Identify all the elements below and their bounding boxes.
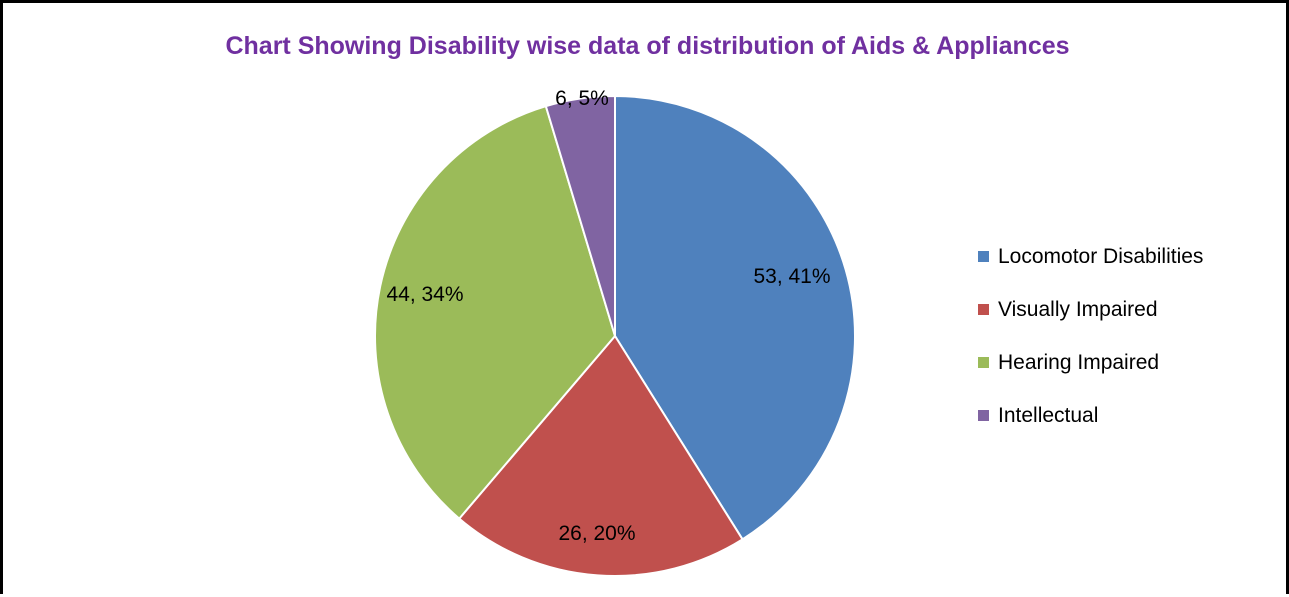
legend-label-hearing-impaired: Hearing Impaired: [998, 350, 1160, 374]
legend: Locomotor Disabilities Visually Impaired H…: [978, 230, 1203, 442]
data-label-hearing-impaired: 44, 34%: [386, 283, 463, 306]
legend-label-locomotor-disabilities: Locomotor Disabilities: [998, 244, 1204, 268]
pie-chart: 53, 41% 26, 20% 44, 34% 6, 5%: [374, 87, 856, 577]
legend-item-intellectual: Intellectual: [978, 389, 1203, 442]
data-label-locomotor-disabilities: 53, 41%: [753, 265, 830, 288]
legend-item-locomotor-disabilities: Locomotor Disabilities: [978, 230, 1203, 283]
legend-label-visually-impaired: Visually Impaired: [998, 297, 1158, 321]
legend-item-visually-impaired: Visually Impaired: [978, 283, 1203, 336]
legend-item-hearing-impaired: Hearing Impaired: [978, 336, 1203, 389]
legend-swatch-visually-impaired: [978, 304, 989, 315]
legend-label-intellectual: Intellectual: [998, 403, 1099, 427]
pie-slice-intellectual: [544, 94, 616, 337]
legend-swatch-locomotor-disabilities: [978, 251, 989, 262]
chart-title: Chart Showing Disability wise data of di…: [225, 32, 1070, 60]
legend-swatch-hearing-impaired: [978, 357, 989, 368]
legend-swatch-intellectual: [978, 410, 989, 421]
pie-data-labels: 53, 41% 26, 20% 44, 34% 6, 5%: [386, 87, 830, 545]
pie-slice-hearing-impaired: [374, 104, 617, 521]
data-label-visually-impaired: 26, 20%: [558, 522, 635, 545]
pie-slice-locomotor-disabilities: [614, 94, 856, 541]
data-label-intellectual: 6, 5%: [555, 87, 609, 110]
pie-slice-visually-impaired: [457, 334, 744, 577]
pie-slices: [374, 94, 856, 577]
